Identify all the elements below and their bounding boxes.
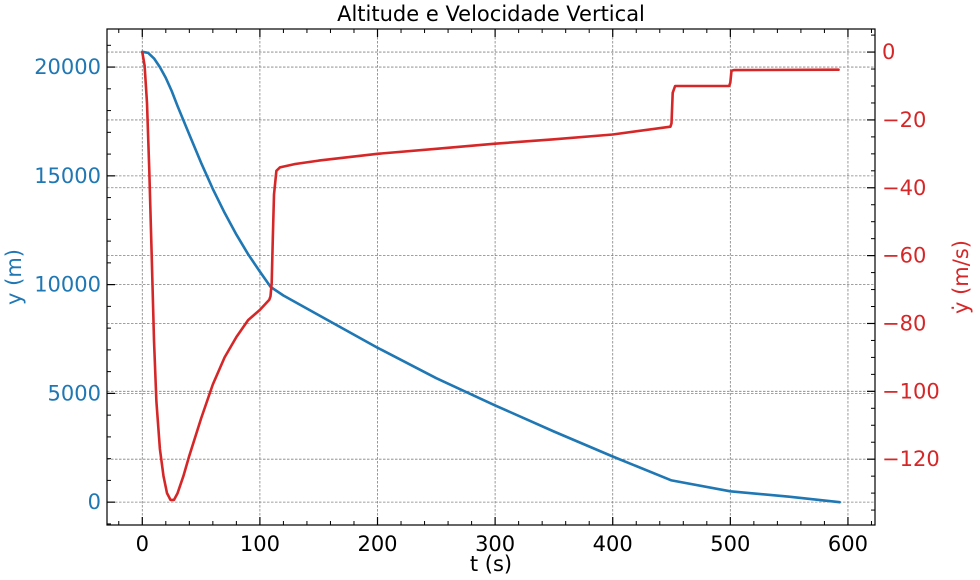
y-left-tick-label: 20000	[34, 55, 101, 79]
x-tick-label: 400	[593, 532, 633, 556]
series-line-velocity	[141, 50, 840, 502]
y-left-tick-label: 5000	[48, 381, 101, 405]
y-right-tick-label: −40	[882, 176, 926, 200]
series-line-altitude	[141, 50, 841, 504]
y-right-tick-label: −100	[882, 379, 940, 403]
y-right-tick-label: −120	[882, 447, 940, 471]
y-right-tick-label: −80	[882, 311, 926, 335]
axis-ticks	[107, 29, 875, 525]
x-tick-label: 200	[357, 532, 397, 556]
y-left-tick-label: 15000	[34, 164, 101, 188]
series-layer	[141, 50, 841, 504]
plot-frame	[106, 28, 876, 526]
chart-title: Altitude e Velocidade Vertical	[337, 2, 645, 26]
tick-labels: 0 100 200 300 400 500 600 0 5000 10000 15000 20000 0…	[34, 40, 940, 556]
x-axis-label: t (s)	[470, 552, 512, 576]
grid-lines	[107, 29, 875, 525]
y-left-tick-label: 0	[88, 490, 101, 514]
y-right-tick-label: −60	[882, 244, 926, 268]
x-tick-label: 300	[475, 532, 515, 556]
y-right-tick-label: 0	[882, 40, 895, 64]
x-tick-label: 0	[136, 532, 149, 556]
x-tick-label: 500	[710, 532, 750, 556]
y-left-tick-label: 10000	[34, 273, 101, 297]
y-axis-label-left: y (m)	[2, 249, 26, 305]
x-tick-label: 600	[828, 532, 868, 556]
y-right-tick-label: −20	[882, 108, 926, 132]
y-axis-label-right: ẏ (m/s)	[949, 240, 973, 314]
x-tick-label: 100	[240, 532, 280, 556]
